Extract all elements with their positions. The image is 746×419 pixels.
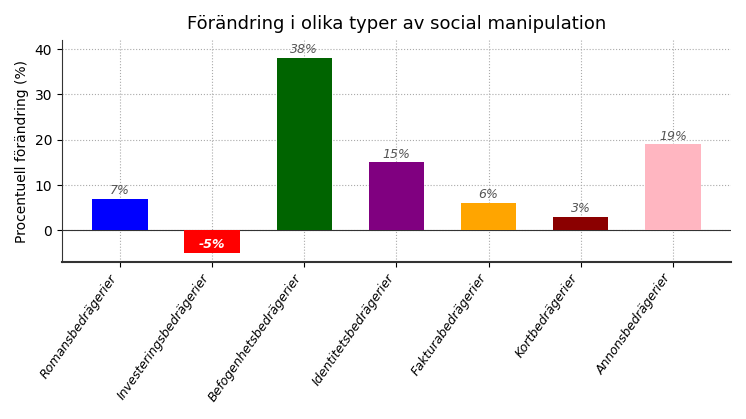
Bar	[645, 144, 700, 230]
Text: 6%: 6%	[479, 189, 498, 202]
Text: -5%: -5%	[199, 238, 225, 251]
Text: 19%: 19%	[659, 129, 687, 142]
Bar	[93, 199, 148, 230]
Bar	[553, 217, 609, 230]
Title: Förändring i olika typer av social manipulation: Förändring i olika typer av social manip…	[186, 15, 606, 33]
Bar	[461, 203, 516, 230]
Text: 38%: 38%	[290, 44, 319, 57]
Y-axis label: Procentuell förändring (%): Procentuell förändring (%)	[15, 59, 29, 243]
Bar	[277, 58, 332, 230]
Bar	[369, 163, 424, 230]
Bar	[184, 230, 239, 253]
Text: 7%: 7%	[110, 184, 130, 197]
Text: 15%: 15%	[383, 147, 410, 160]
Text: 3%: 3%	[571, 202, 591, 215]
